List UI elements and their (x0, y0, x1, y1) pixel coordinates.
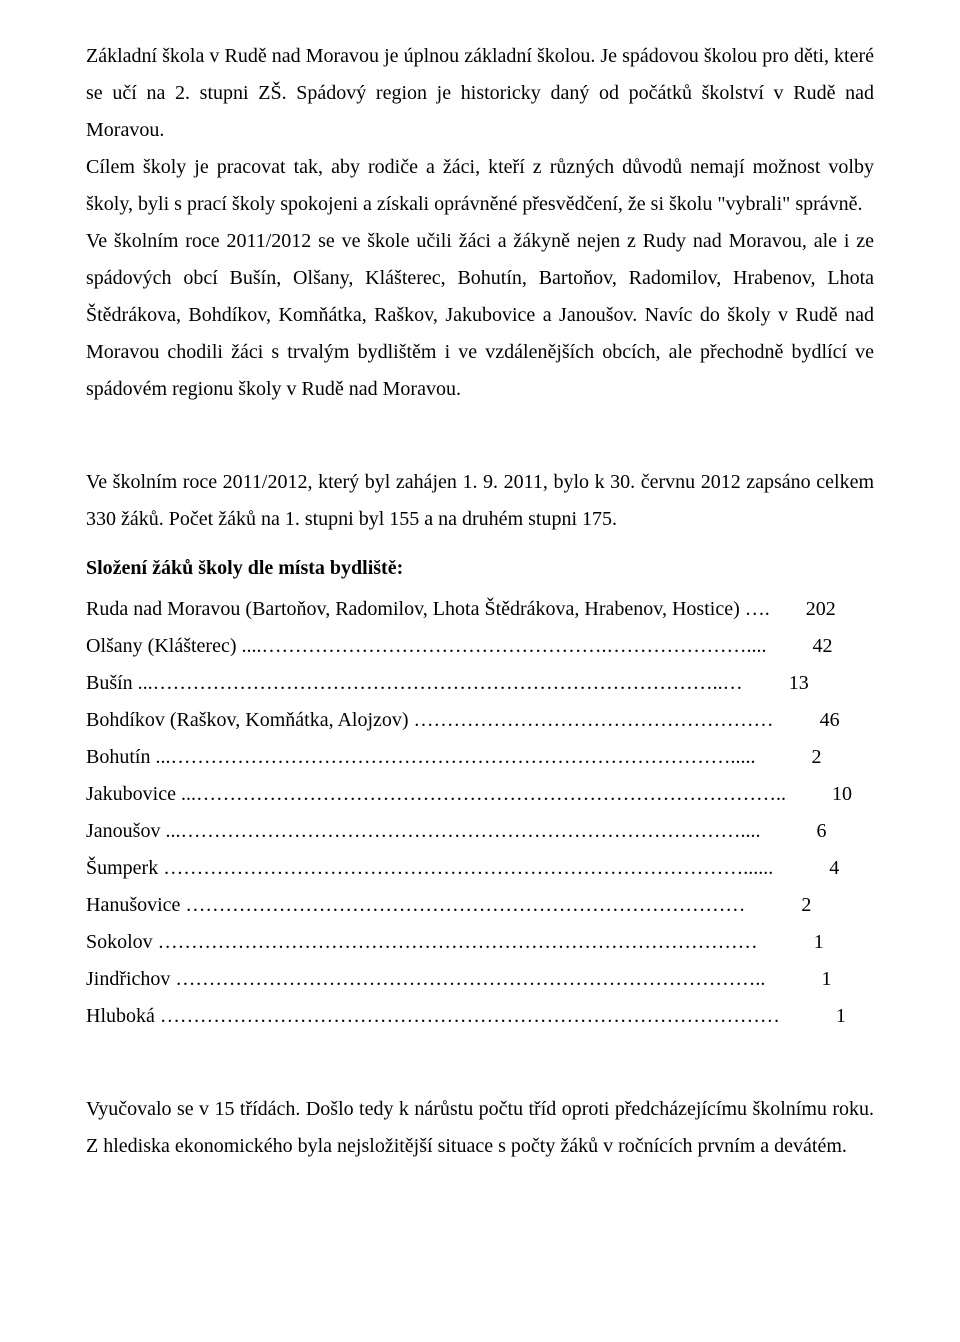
residence-label: Hanušovice ………………………………………………………………………… (86, 887, 749, 924)
residence-label: Šumperk ……………………………………………………………………………...… (86, 850, 777, 887)
residence-value: 202 (774, 591, 836, 628)
paragraph-intro-2: Cílem školy je pracovat tak, aby rodiče … (86, 149, 874, 223)
residence-row: Bušín ...…………………………………………………………………………..…… (86, 665, 874, 702)
residence-row: Šumperk ……………………………………………………………………………...… (86, 850, 874, 887)
residence-value: 6 (764, 813, 826, 850)
residence-label: Jindřichov ……………………………………………………………………………… (86, 961, 769, 998)
paragraph-year: Ve školním roce 2011/2012, který byl zah… (86, 464, 874, 538)
residence-row: Bohutín ...………………………………………………………………………….… (86, 739, 874, 776)
residence-label: Bušín ...…………………………………………………………………………..… (86, 665, 747, 702)
residence-value: 1 (762, 924, 824, 961)
residence-row: Janoušov ...…………………………………………………………………………… (86, 813, 874, 850)
residence-list: Ruda nad Moravou (Bartoňov, Radomilov, L… (86, 591, 874, 1035)
residence-row: Jindřichov ……………………………………………………………………………… (86, 961, 874, 998)
residence-value: 10 (790, 776, 852, 813)
residence-label: Hluboká ………………………………………………………………………………… (86, 998, 784, 1035)
residence-row: Sokolov ………………………………………………………………………………1 (86, 924, 874, 961)
residence-row: Olšany (Klášterec) ....……………………………………………… (86, 628, 874, 665)
residence-value: 1 (769, 961, 831, 998)
residence-row: Bohdíkov (Raškov, Komňátka, Alojzov) ………… (86, 702, 874, 739)
spacer (86, 538, 874, 550)
paragraph-intro-1: Základní škola v Rudě nad Moravou je úpl… (86, 38, 874, 149)
residence-label: Sokolov ……………………………………………………………………………… (86, 924, 762, 961)
paragraph-classes: Vyučovalo se v 15 třídách. Došlo tedy k … (86, 1091, 874, 1165)
residence-value: 2 (749, 887, 811, 924)
residence-value: 13 (747, 665, 809, 702)
residence-value: 2 (759, 739, 821, 776)
spacer (86, 1035, 874, 1091)
residence-value: 4 (777, 850, 839, 887)
residence-label: Jakubovice ...……………………………………………………………………… (86, 776, 790, 813)
residence-value: 1 (784, 998, 846, 1035)
document-page: Základní škola v Rudě nad Moravou je úpl… (0, 0, 960, 1342)
residence-label: Bohdíkov (Raškov, Komňátka, Alojzov) ………… (86, 702, 778, 739)
spacer (86, 408, 874, 464)
residence-label: Ruda nad Moravou (Bartoňov, Radomilov, L… (86, 591, 774, 628)
residence-label: Bohutín ...………………………………………………………………………….… (86, 739, 759, 776)
residence-row: Hanušovice …………………………………………………………………………2 (86, 887, 874, 924)
residence-label: Janoušov ...…………………………………………………………………………… (86, 813, 764, 850)
residence-row: Ruda nad Moravou (Bartoňov, Radomilov, L… (86, 591, 874, 628)
residence-label: Olšany (Klášterec) ....……………………………………………… (86, 628, 771, 665)
residence-row: Jakubovice ...……………………………………………………………………… (86, 776, 874, 813)
residence-value: 46 (778, 702, 840, 739)
residence-row: Hluboká …………………………………………………………………………………1 (86, 998, 874, 1035)
paragraph-intro-3: Ve školním roce 2011/2012 se ve škole uč… (86, 223, 874, 408)
residence-value: 42 (771, 628, 833, 665)
section-heading: Složení žáků školy dle místa bydliště: (86, 550, 874, 587)
